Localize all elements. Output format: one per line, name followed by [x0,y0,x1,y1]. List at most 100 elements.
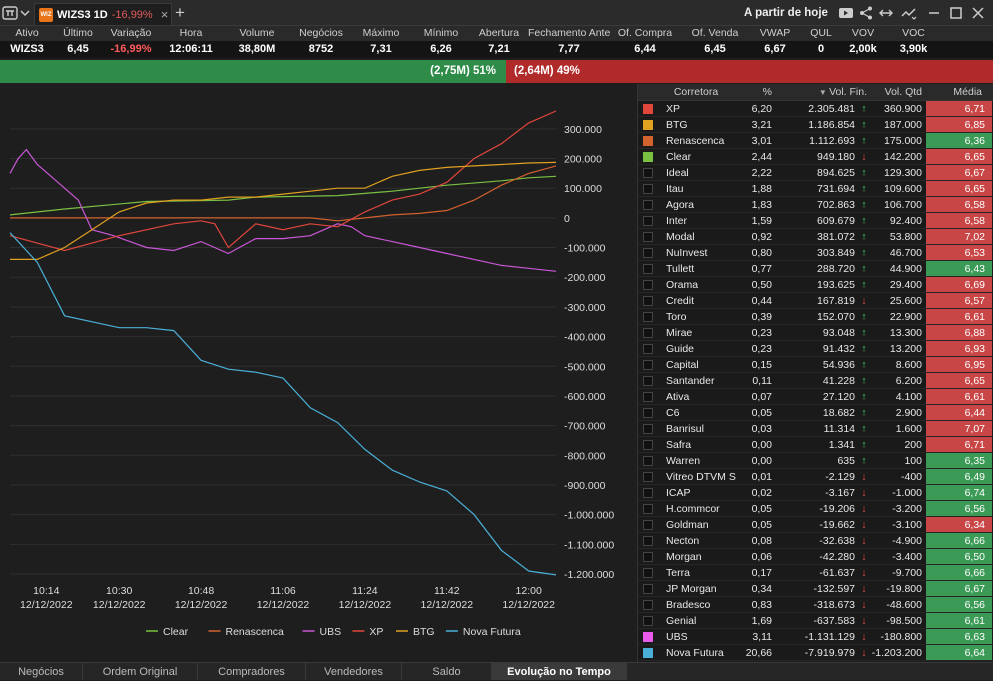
table-row[interactable]: JP Morgan 0,34 -132.597 ↓ -19.800 6,67 [638,581,993,597]
quote-header-cell[interactable]: VWAP [759,27,791,39]
bottom-tab[interactable]: Negócios [0,663,83,680]
table-row[interactable]: Clear 2,44 949.180 ↓ 142.200 6,65 [638,149,993,165]
table-row[interactable]: Capital 0,15 54.936 ↑ 8.600 6,95 [638,357,993,373]
table-row[interactable]: Morgan 0,06 -42.280 ↓ -3.400 6,50 [638,549,993,565]
color-swatch[interactable] [643,216,653,226]
color-swatch[interactable] [643,248,653,258]
color-swatch[interactable] [643,280,653,290]
color-swatch[interactable] [643,488,653,498]
quote-header-cell[interactable]: Hora [179,27,203,39]
table-row[interactable]: Tullett 0,77 288.720 ↑ 44.900 6,43 [638,261,993,277]
bottom-tab[interactable]: Compradores [198,663,306,680]
color-swatch[interactable] [643,520,653,530]
color-swatch[interactable] [643,504,653,514]
bottom-tab[interactable]: Evolução no Tempo [492,663,627,680]
color-swatch[interactable] [643,616,653,626]
color-swatch[interactable] [643,392,653,402]
color-swatch[interactable] [643,104,653,114]
table-row[interactable]: BTG 3,21 1.186.854 ↑ 187.000 6,85 [638,117,993,133]
color-swatch[interactable] [643,200,653,210]
table-row[interactable]: Guide 0,23 91.432 ↑ 13.200 6,93 [638,341,993,357]
quote-header-cell[interactable]: Máximo [362,27,400,39]
quote-header-cell[interactable]: Variação [110,27,152,39]
table-row[interactable]: Santander 0,11 41.228 ↑ 6.200 6,65 [638,373,993,389]
color-swatch[interactable] [643,376,653,386]
app-menu-icon[interactable] [2,5,18,21]
quote-header-cell[interactable]: QUL [810,27,832,39]
quote-header-cell[interactable]: Of. Compra [617,27,673,39]
table-row[interactable]: Inter 1,59 609.679 ↑ 92.400 6,58 [638,213,993,229]
table-row[interactable]: Ativa 0,07 27.120 ↑ 4.100 6,61 [638,389,993,405]
table-row[interactable]: ICAP 0,02 -3.167 ↓ -1.000 6,74 [638,485,993,501]
table-row[interactable]: Banrisul 0,03 11.314 ↑ 1.600 7,07 [638,421,993,437]
color-swatch[interactable] [643,552,653,562]
table-row[interactable]: NuInvest 0,80 303.849 ↑ 46.700 6,53 [638,245,993,261]
table-row[interactable]: Nova Futura 20,66 -7.919.979 ↓ -1.203.200 6,6… [638,645,993,661]
period-label[interactable]: A partir de hoje [744,7,828,19]
bottom-tab[interactable]: Saldo [402,663,492,680]
color-swatch[interactable] [643,136,653,146]
quote-header-cell[interactable]: Of. Venda [691,27,739,39]
quote-header-cell[interactable]: VOV [851,27,875,39]
table-row[interactable]: Vitreo DTVM S 0,01 -2.129 ↓ -400 6,49 [638,469,993,485]
link-icon[interactable] [878,5,894,21]
maximize-icon[interactable] [948,5,964,21]
quote-header-cell[interactable]: Fechamento Anterior [528,27,610,39]
quote-header-cell[interactable]: VOC [902,27,925,39]
color-swatch[interactable] [643,152,653,162]
header-vol-qtd[interactable]: Vol. Qtd [884,86,922,98]
color-swatch[interactable] [643,440,653,450]
table-row[interactable]: H.commcor 0,05 -19.206 ↓ -3.200 6,56 [638,501,993,517]
table-row[interactable]: Necton 0,08 -32.638 ↓ -4.900 6,66 [638,533,993,549]
minimize-icon[interactable] [926,5,942,21]
color-swatch[interactable] [643,184,653,194]
color-swatch[interactable] [643,600,653,610]
table-row[interactable]: Modal 0,92 381.072 ↑ 53.800 7,02 [638,229,993,245]
table-row[interactable]: XP 6,20 2.305.481 ↑ 360.900 6,71 [638,101,993,117]
color-swatch[interactable] [643,344,653,354]
chart-settings-icon[interactable] [901,5,917,21]
header-pct[interactable]: % [762,86,772,98]
table-row[interactable]: UBS 3,11 -1.131.129 ↓ -180.800 6,63 [638,629,993,645]
header-vol-fin[interactable]: ▼ Vol. Fin. [772,84,871,100]
color-swatch[interactable] [643,328,653,338]
bottom-tab[interactable]: Ordem Original [83,663,198,680]
color-swatch[interactable] [643,568,653,578]
table-row[interactable]: C6 0,05 18.682 ↑ 2.900 6,44 [638,405,993,421]
color-swatch[interactable] [643,632,653,642]
color-swatch[interactable] [643,296,653,306]
quote-header-cell[interactable]: Volume [239,27,275,39]
share-icon[interactable] [858,5,874,21]
table-row[interactable]: Itau 1,88 731.694 ↑ 109.600 6,65 [638,181,993,197]
color-swatch[interactable] [643,424,653,434]
color-swatch[interactable] [643,120,653,130]
time-evolution-chart[interactable]: 300.000 200.000 100.000 0 -100.000 -200.000 -3… [0,84,635,662]
play-icon[interactable] [838,5,854,21]
table-row[interactable]: Warren 0,00 635 ↑ 100 6,35 [638,453,993,469]
table-row[interactable]: Orama 0,50 193.625 ↑ 29.400 6,69 [638,277,993,293]
color-swatch[interactable] [643,408,653,418]
quote-header-cell[interactable]: Ativo [15,27,39,39]
table-row[interactable]: Goldman 0,05 -19.662 ↓ -3.100 6,34 [638,517,993,533]
close-window-icon[interactable] [970,5,986,21]
color-swatch[interactable] [643,312,653,322]
table-row[interactable]: Credit 0,44 167.819 ↓ 25.600 6,57 [638,293,993,309]
table-row[interactable]: Agora 1,83 702.863 ↑ 106.700 6,58 [638,197,993,213]
color-swatch[interactable] [643,264,653,274]
table-row[interactable]: Terra 0,17 -61.637 ↓ -9.700 6,66 [638,565,993,581]
asset-tab[interactable]: WIZ WIZS3 1D -16,99% × [34,3,172,25]
quote-header-cell[interactable]: Negócios [299,27,343,39]
color-swatch[interactable] [643,584,653,594]
header-corretora[interactable]: Corretora [673,86,719,98]
table-row[interactable]: Ideal 2,22 894.625 ↑ 129.300 6,67 [638,165,993,181]
color-swatch[interactable] [643,232,653,242]
color-swatch[interactable] [643,456,653,466]
header-media[interactable]: Média [953,86,982,98]
table-row[interactable]: Genial 1,69 -637.583 ↓ -98.500 6,61 [638,613,993,629]
table-row[interactable]: Renascenca 3,01 1.112.693 ↑ 175.000 6,36 [638,133,993,149]
table-row[interactable]: Mirae 0,23 93.048 ↑ 13.300 6,88 [638,325,993,341]
color-swatch[interactable] [643,536,653,546]
add-tab-icon[interactable]: + [175,3,185,22]
color-swatch[interactable] [643,360,653,370]
close-tab-icon[interactable]: × [160,7,169,22]
